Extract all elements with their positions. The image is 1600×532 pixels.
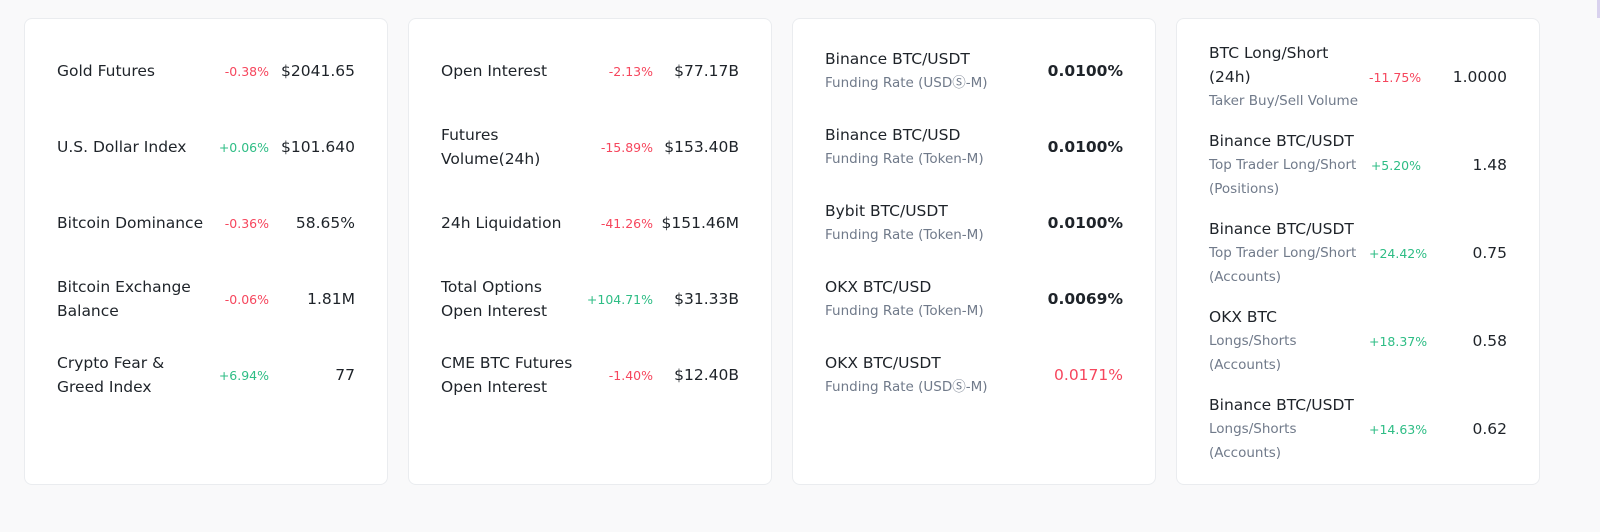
ratio-value: 0.75 xyxy=(1472,244,1507,262)
row-label: Binance BTC/USDT xyxy=(1209,396,1354,414)
row-label: Binance BTC/USDT xyxy=(825,50,970,68)
change-percent: -0.38% xyxy=(224,63,269,79)
change-percent: +104.71% xyxy=(586,291,653,307)
change-percent: -0.36% xyxy=(224,215,269,231)
row-label: Open Interest xyxy=(441,62,548,80)
ratio-value: 1.0000 xyxy=(1452,68,1507,86)
row-sublabel: Top Trader Long/Short (Positions) xyxy=(1209,157,1357,197)
derivatives-card: Open Interest -2.13% $77.17B Futures Vol… xyxy=(408,18,772,485)
dollar-index-row[interactable]: U.S. Dollar Index +0.06% $101.640 xyxy=(57,109,355,185)
row-label: Binance BTC/USDT xyxy=(1209,220,1354,238)
change-percent: +18.37% xyxy=(1369,333,1428,349)
change-percent: -2.13% xyxy=(608,63,653,79)
ratio-value: 1.48 xyxy=(1472,156,1507,174)
row-label: Binance BTC/USDT xyxy=(1209,132,1354,150)
row-sublabel: Top Trader Long/Short (Accounts) xyxy=(1209,245,1357,285)
funding-row-binance-usd[interactable]: Binance BTC/USD Funding Rate (Token-M) 0… xyxy=(825,109,1123,185)
gold-futures-row[interactable]: Gold Futures -0.38% $2041.65 xyxy=(57,33,355,109)
row-label: CME BTC Futures Open Interest xyxy=(441,354,573,396)
row-value: 77 xyxy=(335,366,355,384)
ratio-row-top-trader-accounts[interactable]: Binance BTC/USDT Top Trader Long/Short (… xyxy=(1209,209,1507,297)
row-value: $77.17B xyxy=(674,62,739,80)
row-label: 24h Liquidation xyxy=(441,214,562,232)
ratio-row-okx-accounts[interactable]: OKX BTC Longs/Shorts (Accounts) +18.37% … xyxy=(1209,297,1507,385)
funding-rates-card: Binance BTC/USDT Funding Rate (USDⓈ-M) 0… xyxy=(792,18,1156,485)
change-percent: -41.26% xyxy=(600,215,653,231)
funding-rate-value: 0.0100% xyxy=(1047,62,1123,80)
row-label: OKX BTC/USD xyxy=(825,278,932,296)
row-label: Crypto Fear & Greed Index xyxy=(57,354,165,396)
row-value: $153.40B xyxy=(664,138,739,156)
row-value: 1.81M xyxy=(307,290,355,308)
fear-greed-row[interactable]: Crypto Fear & Greed Index +6.94% 77 xyxy=(57,337,355,413)
funding-rate-value: 0.0100% xyxy=(1047,214,1123,232)
row-value: $151.46M xyxy=(661,214,739,232)
funding-row-binance-usdt[interactable]: Binance BTC/USDT Funding Rate (USDⓈ-M) 0… xyxy=(825,33,1123,109)
change-percent: -1.40% xyxy=(608,367,653,383)
row-sublabel: Funding Rate (Token-M) xyxy=(825,303,984,319)
row-label: BTC Long/Short (24h) xyxy=(1209,44,1329,86)
row-sublabel: Funding Rate (USDⓈ-M) xyxy=(825,75,988,91)
row-sublabel: Longs/Shorts (Accounts) xyxy=(1209,333,1297,373)
funding-rate-value: 0.0069% xyxy=(1047,290,1123,308)
funding-rate-value: 0.0100% xyxy=(1047,138,1123,156)
change-percent: +5.20% xyxy=(1370,157,1421,173)
row-label: Binance BTC/USD xyxy=(825,126,961,144)
change-percent: -0.06% xyxy=(224,291,269,307)
row-label: OKX BTC xyxy=(1209,308,1277,326)
row-value: $31.33B xyxy=(674,290,739,308)
change-percent: +0.06% xyxy=(218,139,269,155)
open-interest-row[interactable]: Open Interest -2.13% $77.17B xyxy=(441,33,739,109)
row-label: OKX BTC/USDT xyxy=(825,354,941,372)
change-percent: -15.89% xyxy=(600,139,653,155)
market-indicators-card: Gold Futures -0.38% $2041.65 U.S. Dollar… xyxy=(24,18,388,485)
row-sublabel: Longs/Shorts (Accounts) xyxy=(1209,421,1297,461)
funding-row-okx-usdt[interactable]: OKX BTC/USDT Funding Rate (USDⓈ-M) 0.017… xyxy=(825,337,1123,413)
row-label: Gold Futures xyxy=(57,62,156,80)
change-percent: +24.42% xyxy=(1369,245,1428,261)
ratio-value: 0.62 xyxy=(1472,420,1507,438)
cards-container: Gold Futures -0.38% $2041.65 U.S. Dollar… xyxy=(24,18,1540,485)
row-value: $2041.65 xyxy=(281,62,355,80)
ratio-row-taker-volume[interactable]: BTC Long/Short (24h) Taker Buy/Sell Volu… xyxy=(1209,33,1507,121)
row-value: 58.65% xyxy=(295,214,355,232)
row-value: $101.640 xyxy=(281,138,355,156)
row-label: Total Options Open Interest xyxy=(441,278,548,320)
futures-volume-row[interactable]: Futures Volume(24h) -15.89% $153.40B xyxy=(441,109,739,185)
change-percent: +6.94% xyxy=(218,367,269,383)
ratio-row-binance-accounts[interactable]: Binance BTC/USDT Longs/Shorts (Accounts)… xyxy=(1209,385,1507,473)
row-label: Bitcoin Exchange Balance xyxy=(57,278,191,320)
funding-row-okx-usd[interactable]: OKX BTC/USD Funding Rate (Token-M) 0.006… xyxy=(825,261,1123,337)
scrollbar-accent xyxy=(1597,0,1600,18)
funding-rate-value: 0.0171% xyxy=(1054,366,1123,384)
ratio-row-top-trader-positions[interactable]: Binance BTC/USDT Top Trader Long/Short (… xyxy=(1209,121,1507,209)
change-percent: -11.75% xyxy=(1369,69,1422,85)
row-sublabel: Funding Rate (Token-M) xyxy=(825,227,984,243)
change-percent: +14.63% xyxy=(1369,421,1428,437)
row-sublabel: Funding Rate (Token-M) xyxy=(825,151,984,167)
row-sublabel: Funding Rate (USDⓈ-M) xyxy=(825,379,988,395)
bitcoin-dominance-row[interactable]: Bitcoin Dominance -0.36% 58.65% xyxy=(57,185,355,261)
row-label: U.S. Dollar Index xyxy=(57,138,187,156)
funding-row-bybit-usdt[interactable]: Bybit BTC/USDT Funding Rate (Token-M) 0.… xyxy=(825,185,1123,261)
ratio-value: 0.58 xyxy=(1472,332,1507,350)
row-label: Futures Volume(24h) xyxy=(441,126,541,168)
row-label: Bybit BTC/USDT xyxy=(825,202,948,220)
cme-open-interest-row[interactable]: CME BTC Futures Open Interest -1.40% $12… xyxy=(441,337,739,413)
exchange-balance-row[interactable]: Bitcoin Exchange Balance -0.06% 1.81M xyxy=(57,261,355,337)
long-short-ratio-card: BTC Long/Short (24h) Taker Buy/Sell Volu… xyxy=(1176,18,1540,485)
options-open-interest-row[interactable]: Total Options Open Interest +104.71% $31… xyxy=(441,261,739,337)
liquidation-row[interactable]: 24h Liquidation -41.26% $151.46M xyxy=(441,185,739,261)
row-value: $12.40B xyxy=(674,366,739,384)
row-sublabel: Taker Buy/Sell Volume xyxy=(1209,93,1359,109)
row-label: Bitcoin Dominance xyxy=(57,214,204,232)
